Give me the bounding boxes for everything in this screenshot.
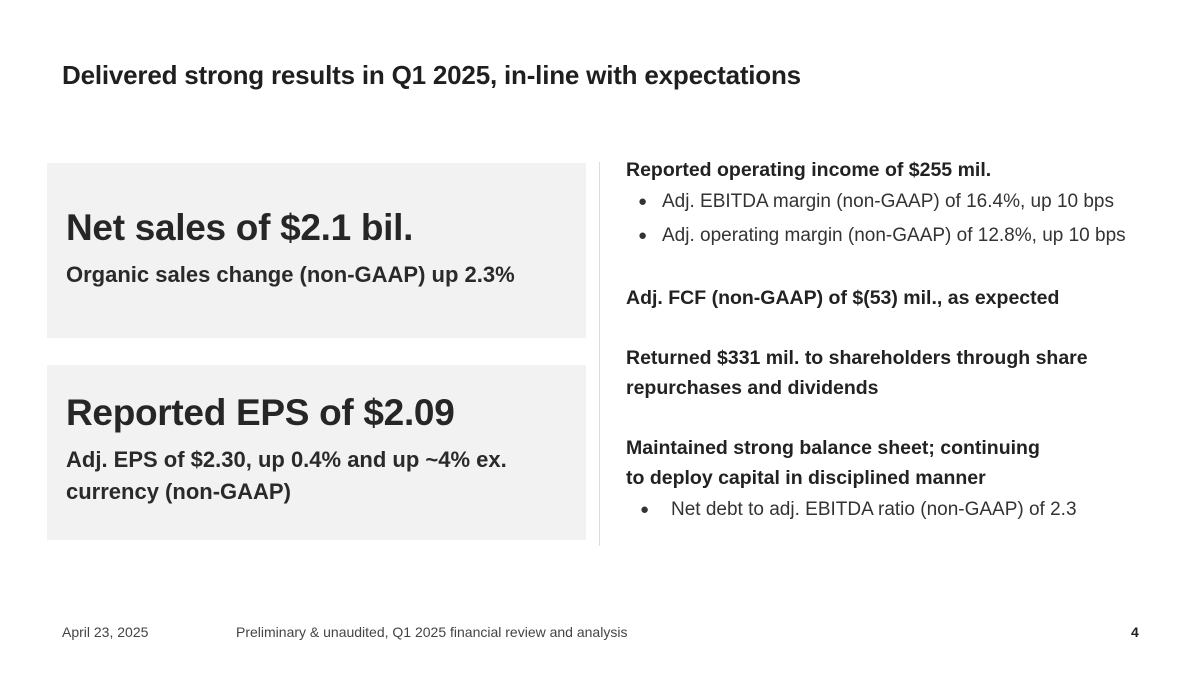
bullet-icon: ● — [640, 501, 650, 518]
bullet-icon: ● — [638, 227, 648, 244]
list-item: ● Adj. EBITDA margin (non-GAAP) of 16.4%,… — [626, 185, 1186, 219]
page-number: 4 — [1131, 624, 1139, 640]
shareholder-returns-line-2: repurchases and dividends — [626, 377, 879, 399]
balance-sheet-bullets: ● Net debt to adj. EBITDA ratio (non-GAAP… — [626, 493, 1186, 527]
list-item: ● Adj. operating margin (non-GAAP) of 12.… — [626, 219, 1186, 253]
net-sales-card: Net sales of $2.1 bil. Organic sales cha… — [47, 163, 586, 338]
balance-sheet-line-1: Maintained strong balance sheet; continu… — [626, 437, 1040, 459]
footer-date: April 23, 2025 — [62, 624, 149, 640]
adj-eps-subtext: Adj. EPS of $2.30, up 0.4% and up ~4% ex… — [66, 447, 507, 504]
shareholder-returns-line-1: Returned $331 mil. to shareholders throu… — [626, 347, 1088, 369]
balance-sheet-line-2: to deploy capital in disciplined manner — [626, 467, 986, 489]
eps-heading: Reported EPS of $2.09 — [66, 392, 455, 433]
fcf-heading: Adj. FCF (non-GAAP) of $(53) mil., as ex… — [626, 287, 1060, 309]
eps-card: Reported EPS of $2.09 Adj. EPS of $2.30,… — [47, 365, 586, 540]
footer-disclaimer: Preliminary & unaudited, Q1 2025 financi… — [236, 624, 628, 640]
operating-income-bullets: ● Adj. EBITDA margin (non-GAAP) of 16.4%,… — [626, 185, 1186, 253]
list-item: ● Net debt to adj. EBITDA ratio (non-GAAP… — [626, 493, 1186, 527]
bullet-text: Adj. EBITDA margin (non-GAAP) of 16.4%, … — [662, 191, 1115, 212]
organic-sales-subtext: Organic sales change (non-GAAP) up 2.3% — [66, 262, 515, 287]
bullet-icon: ● — [638, 193, 648, 210]
bullet-text: Net debt to adj. EBITDA ratio (non-GAAP)… — [671, 499, 1077, 520]
net-sales-heading: Net sales of $2.1 bil. — [66, 207, 414, 248]
slide-title: Delivered strong results in Q1 2025, in-… — [62, 60, 801, 90]
vertical-divider — [599, 162, 600, 546]
highlights-panel: Reported operating income of $255 mil. ●… — [626, 155, 1186, 527]
operating-income-heading: Reported operating income of $255 mil. — [626, 159, 992, 181]
bullet-text: Adj. operating margin (non-GAAP) of 12.8… — [662, 225, 1126, 246]
